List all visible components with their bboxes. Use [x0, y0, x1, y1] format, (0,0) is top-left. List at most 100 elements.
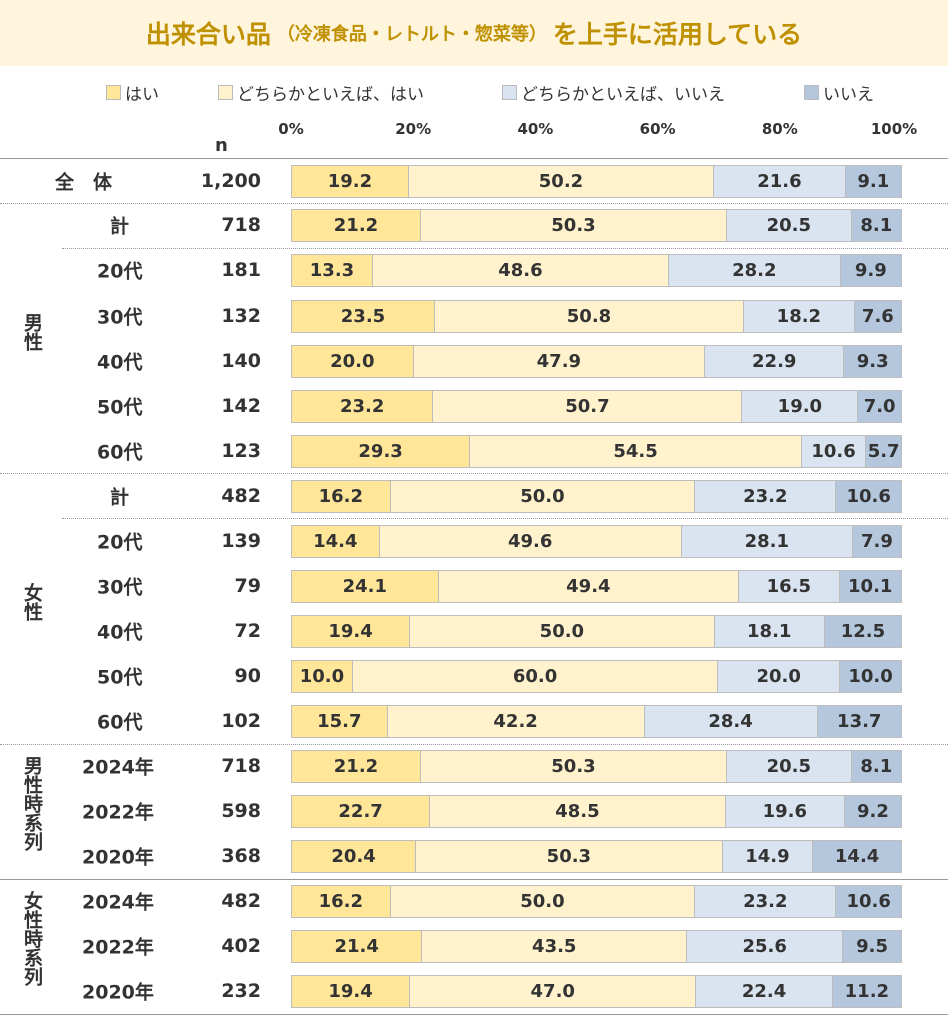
bar-segment-yes: 16.2	[292, 886, 391, 917]
bar-segment-yes: 21.2	[292, 751, 421, 782]
chart-title: 出来合い品 （冷凍食品・レトルト・惣菜等） を上手に活用している	[0, 0, 948, 66]
row-label: 60代	[97, 711, 143, 734]
bar-segment-yes: 29.3	[292, 436, 471, 467]
stacked-bar: 19.2 50.2 21.6 9.1	[291, 165, 902, 198]
row-label: 30代	[97, 306, 143, 329]
bar-segment-no: 5.7	[866, 436, 901, 467]
bar-segment-somewhat-no: 20.5	[726, 210, 852, 241]
bar-segment-no: 8.1	[851, 751, 901, 782]
group-label: 男性時系列	[21, 756, 43, 851]
bar-segment-no: 9.3	[844, 346, 901, 377]
bar-segment-yes: 24.1	[292, 571, 439, 602]
bar-segment-somewhat-no: 28.1	[681, 526, 853, 557]
bar-segment-somewhat-yes: 49.6	[379, 526, 682, 557]
row-label: 20代	[97, 260, 143, 283]
separator-line	[0, 203, 948, 204]
row-label: 計	[110, 486, 130, 509]
stacked-bar: 19.4 50.0 18.1 12.5	[291, 615, 902, 648]
bar-segment-somewhat-no: 28.4	[644, 706, 818, 737]
title-main-b: を上手に活用している	[552, 20, 803, 49]
group-label: 男性	[21, 313, 43, 351]
bar-segment-somewhat-yes: 50.3	[420, 751, 727, 782]
stacked-bar: 14.4 49.6 28.1 7.9	[291, 525, 902, 558]
bar-segment-somewhat-yes: 42.2	[387, 706, 645, 737]
bar-segment-somewhat-yes: 50.7	[433, 391, 743, 422]
row-n: 140	[221, 350, 261, 372]
row-n: 402	[221, 935, 261, 957]
bar-segment-yes: 21.2	[292, 210, 421, 241]
bar-segment-somewhat-no: 18.2	[744, 301, 855, 332]
bar-segment-somewhat-yes: 60.0	[352, 661, 719, 692]
row-label: 2022年	[82, 801, 154, 824]
stacked-bar: 21.4 43.5 25.6 9.5	[291, 930, 902, 963]
bar-segment-no: 10.0	[840, 661, 901, 692]
bar-segment-somewhat-no: 28.2	[668, 255, 841, 286]
row-label: 50代	[97, 396, 143, 419]
bar-segment-somewhat-no: 25.6	[687, 931, 844, 962]
row-n: 102	[221, 710, 261, 732]
bar-segment-no: 8.1	[851, 210, 901, 241]
row-label: 20代	[97, 531, 143, 554]
stacked-bar: 29.3 54.5 10.6 5.7	[291, 435, 902, 468]
row-n: 142	[221, 395, 261, 417]
row-label: 40代	[97, 621, 143, 644]
row-label: 全 体	[55, 171, 113, 194]
row-n: 132	[221, 305, 261, 327]
bar-segment-somewhat-yes: 50.0	[390, 481, 696, 512]
stacked-bar: 21.2 50.3 20.5 8.1	[291, 750, 902, 783]
axis-tick-label: 0%	[278, 120, 304, 138]
row-n: 72	[234, 620, 261, 642]
bar-segment-somewhat-no: 21.6	[714, 166, 846, 197]
bar-segment-somewhat-no: 22.9	[705, 346, 845, 377]
row-n: 90	[234, 665, 261, 687]
bar-segment-somewhat-no: 22.4	[696, 976, 833, 1007]
separator-line	[0, 1014, 948, 1015]
stacked-bar: 23.2 50.7 19.0 7.0	[291, 390, 902, 423]
stacked-bar: 22.7 48.5 19.6 9.2	[291, 795, 902, 828]
row-label: 40代	[97, 351, 143, 374]
row-n: 368	[221, 845, 261, 867]
legend-item: はい	[106, 80, 159, 105]
bar-segment-yes: 13.3	[292, 255, 373, 286]
bar-segment-yes: 23.5	[292, 301, 435, 332]
row-label: 60代	[97, 441, 143, 464]
legend-label: はい	[125, 85, 159, 105]
axis-tick-label: 100%	[870, 120, 918, 138]
axis-tick-label: 60%	[639, 120, 676, 138]
stacked-bar: 13.3 48.6 28.2 9.9	[291, 254, 902, 287]
n-header: n	[215, 135, 228, 156]
bar-segment-somewhat-yes: 50.3	[416, 841, 723, 872]
title-main-a: 出来合い品	[145, 20, 271, 49]
row-n: 181	[221, 259, 261, 281]
bar-segment-no: 12.5	[824, 616, 901, 647]
row-label: 2024年	[82, 891, 154, 914]
bar-segment-somewhat-no: 16.5	[739, 571, 840, 602]
stacked-bar: 16.2 50.0 23.2 10.6	[291, 480, 902, 513]
row-n: 482	[221, 485, 261, 507]
legend-label: どちらかといえば、いいえ	[521, 85, 725, 105]
bar-segment-yes: 20.4	[292, 841, 417, 872]
separator-line	[0, 158, 948, 159]
row-label: 50代	[97, 666, 143, 689]
bar-segment-somewhat-no: 10.6	[801, 436, 867, 467]
bar-segment-no: 9.5	[843, 931, 901, 962]
stacked-bar: 23.5 50.8 18.2 7.6	[291, 300, 902, 333]
bar-segment-yes: 19.4	[292, 616, 411, 647]
row-n: 482	[221, 890, 261, 912]
bar-segment-somewhat-yes: 50.8	[434, 301, 745, 332]
axis-tick-label: 80%	[761, 120, 798, 138]
legend-label: どちらかといえば、はい	[237, 85, 424, 105]
bar-segment-yes: 15.7	[292, 706, 388, 737]
bar-segment-yes: 19.2	[292, 166, 409, 197]
title-sub: （冷凍食品・レトルト・惣菜等）	[276, 24, 547, 45]
bar-segment-somewhat-yes: 54.5	[470, 436, 802, 467]
separator-line	[62, 248, 948, 249]
row-n: 598	[221, 800, 261, 822]
stacked-bar: 19.4 47.0 22.4 11.2	[291, 975, 902, 1008]
bar-segment-yes: 23.2	[292, 391, 434, 422]
bar-segment-somewhat-yes: 50.0	[410, 616, 715, 647]
row-n: 718	[221, 755, 261, 777]
bar-segment-yes: 10.0	[292, 661, 353, 692]
bar-segment-no: 13.7	[817, 706, 901, 737]
bar-segment-yes: 14.4	[292, 526, 380, 557]
